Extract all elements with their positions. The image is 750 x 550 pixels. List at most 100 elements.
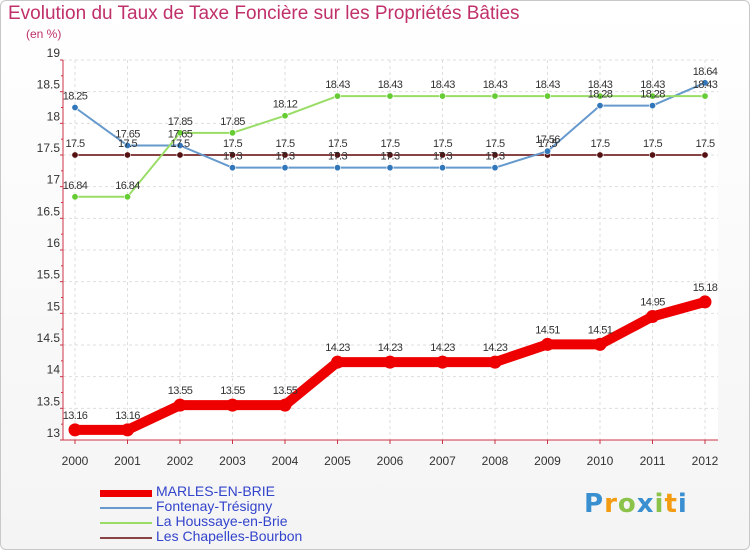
y-tick-label: 13.5 [37,394,61,408]
data-label: 17.56 [535,134,560,146]
data-label: 13.55 [220,385,245,397]
data-label: 17.5 [65,138,84,150]
data-label: 13.55 [168,385,193,397]
x-tick-label: 2010 [587,454,614,468]
y-tick-label: 13 [47,426,61,440]
data-label: 17.65 [168,129,193,141]
data-label: 17.5 [275,138,294,150]
y-tick-label: 16.5 [37,204,61,218]
data-point [229,151,237,159]
data-point [68,423,82,437]
legend-swatch [100,507,152,509]
data-point [121,423,134,437]
y-tick-label: 15 [47,299,61,313]
x-tick-label: 2006 [377,454,404,468]
data-label: 17.5 [223,138,242,150]
y-tick-label: 17 [47,173,61,187]
data-label: 18.43 [483,79,508,91]
y-tick-label: 18.5 [37,78,61,92]
data-point [281,164,289,172]
logo-letter: o [617,489,637,519]
data-point [543,147,551,155]
logo-letter: x [636,489,655,519]
data-point [226,398,239,412]
data-label: 17.65 [115,129,140,141]
data-label: 17.3 [223,151,242,163]
y-tick-label: 15.5 [37,268,61,282]
data-point [333,164,341,172]
data-point [383,355,397,369]
data-point [596,92,604,100]
data-label: 17.5 [328,138,347,150]
data-point [488,355,502,369]
data-point [648,92,656,100]
data-point [593,337,607,351]
x-tick-label: 2012 [692,454,719,468]
data-point [124,151,132,159]
data-point [333,92,341,100]
data-label: 18.64 [693,66,718,78]
data-label: 17.3 [433,151,452,163]
data-point [124,193,132,201]
data-point [229,129,237,137]
legend-swatch [100,522,152,524]
data-label: 18.28 [588,89,613,101]
data-label: 17.3 [275,151,294,163]
x-tick-label: 2000 [62,454,89,468]
chart-title: Evolution du Taux de Taxe Foncière sur l… [8,3,520,24]
y-tick-label: 18 [47,109,61,123]
data-label: 17.85 [168,116,193,128]
data-point [543,92,551,100]
y-tick-label: 14 [47,363,61,377]
data-label: 18.43 [430,79,455,91]
x-tick-label: 2002 [167,454,194,468]
data-point [124,142,132,150]
logo-letter: r [604,489,618,519]
data-label: 16.84 [115,180,140,192]
data-point [278,398,292,412]
legend-swatch [100,537,152,539]
x-tick-label: 2008 [482,454,509,468]
x-tick-label: 2001 [114,454,141,468]
data-label: 17.5 [433,138,452,150]
data-label: 17.5 [695,138,714,150]
y-tick-label: 16 [47,236,61,250]
data-point [701,151,709,159]
data-label: 17.3 [328,151,347,163]
data-label: 17.5 [118,138,137,150]
logo-letter: i [677,489,688,519]
y-tick-label: 19 [47,46,61,60]
data-label: 17.5 [590,138,609,150]
data-point [386,164,394,172]
data-label: 14.23 [483,342,508,354]
data-label: 17.3 [485,151,504,163]
data-label: 18.28 [640,89,665,101]
data-point [176,151,184,159]
data-point [229,164,237,172]
data-label: 17.85 [220,116,245,128]
logo-letter: i [654,489,665,519]
data-point [438,151,446,159]
data-label: 18.43 [378,79,403,91]
data-label: 16.84 [63,180,88,192]
data-point [701,79,709,87]
data-label: 18.43 [535,79,560,91]
y-tick-label: 17.5 [37,141,61,155]
x-tick-label: 2007 [429,454,456,468]
series-layer [68,79,712,437]
data-point [491,151,499,159]
x-tick-label: 2003 [219,454,246,468]
data-label: 18.43 [640,79,665,91]
data-point [281,151,289,159]
data-label: 18.43 [325,79,350,91]
data-point [438,164,446,172]
proxiti-logo: Proxiti [584,489,688,519]
data-point [596,102,604,110]
data-label: 14.23 [378,342,403,354]
legend-label: MARLES-EN-BRIE [156,483,276,499]
y-axis-unit: (en %) [26,27,62,41]
y-tick-label: 14.5 [37,331,61,345]
x-tick-label: 2004 [272,454,299,468]
data-point [386,151,394,159]
data-point [176,129,184,137]
